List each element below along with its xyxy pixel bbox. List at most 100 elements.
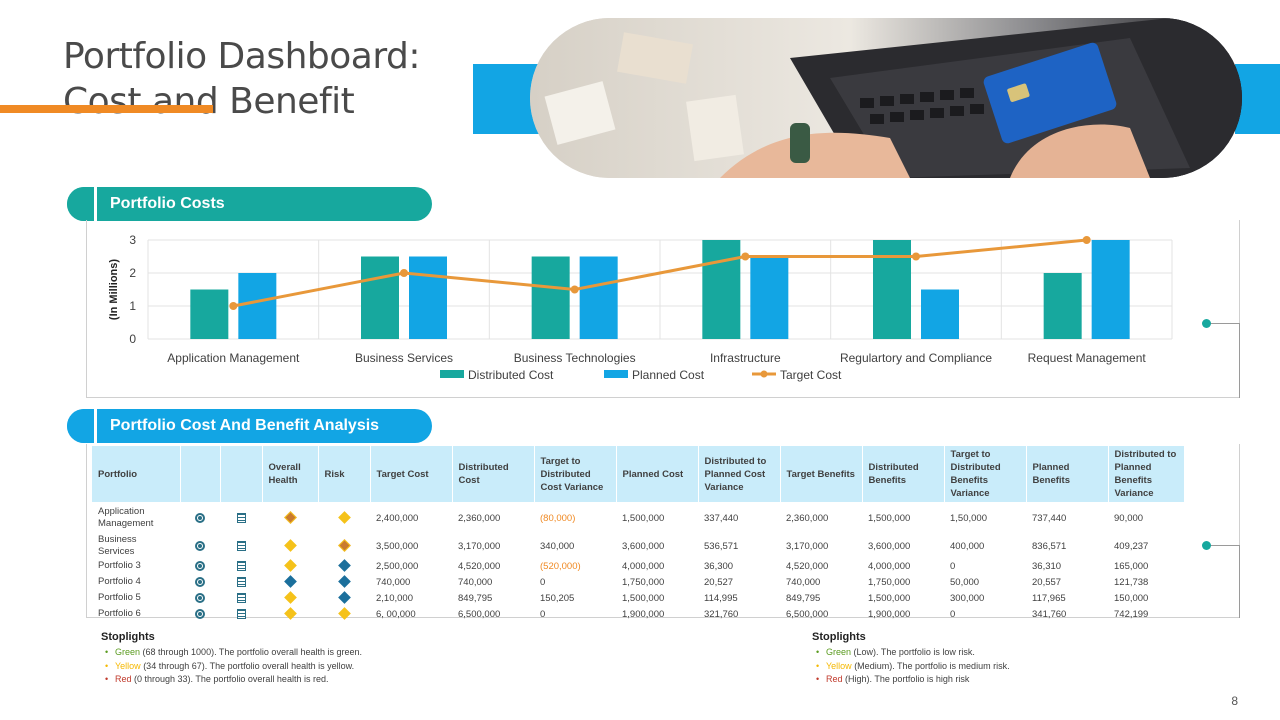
portfolio-name: Application Management (98, 506, 154, 529)
stoplight-diamond-icon (283, 559, 297, 573)
table-header-cell: Distributed to Planned Cost Variance (698, 446, 781, 502)
table-cell[interactable] (180, 558, 220, 574)
table-cell: 3,600,000 (622, 540, 665, 552)
table-cell: 1,750,000 (622, 576, 665, 588)
y-tick-label: 1 (129, 299, 136, 313)
target-icon[interactable] (195, 592, 205, 603)
stoplight-color-word: Green (115, 647, 141, 657)
table-cell: 737,440 (1032, 512, 1067, 524)
table-cell: 849,795 (786, 592, 821, 604)
table-cell: 4,520,000 (786, 560, 829, 572)
page-title: Portfolio Dashboard: Cost and Benefit (63, 34, 420, 124)
table-header-cell: Distributed to Planned Benefits Variance (1108, 446, 1185, 502)
table-cell: 6,500,000 (786, 608, 829, 620)
stoplights-health-heading: Stoplights (101, 631, 155, 643)
bar-distributed-cost (873, 240, 911, 339)
table-body: Application Management 2,400,000 2,360,000… (92, 502, 1184, 622)
table-cell: 0 (540, 576, 546, 588)
table-cell: 1,750,000 (868, 576, 911, 588)
section-portfolio-costs: Portfolio Costs (67, 187, 432, 221)
target-cost-point (400, 269, 408, 277)
hero-illustration (530, 18, 1242, 178)
stoplight-text: (Low). The portfolio is low risk. (851, 647, 975, 657)
table-row: Business Services 3,500,000 3,170,000 340,0… (92, 534, 1184, 558)
bar-planned-cost (921, 289, 959, 339)
table-cell: 849,795 (458, 592, 493, 604)
table-cell: 740,000 (376, 576, 411, 588)
document-icon[interactable] (236, 512, 246, 523)
legend-label: Planned Cost (632, 368, 705, 382)
risk-cell (318, 534, 370, 558)
document-icon[interactable] (236, 560, 246, 571)
bar-distributed-cost (1043, 273, 1082, 339)
table-cell: 1,900,000 (622, 608, 665, 620)
document-icon[interactable] (236, 576, 246, 587)
x-tick-label: Regulartory and Compliance (840, 351, 992, 365)
table-cell: 536,571 (704, 540, 739, 552)
table-cell[interactable] (220, 534, 262, 558)
y-tick-label: 0 (129, 332, 136, 346)
target-icon[interactable] (195, 560, 205, 571)
page-title-line1: Portfolio Dashboard: (63, 36, 420, 77)
table-header-cell: Risk (318, 446, 371, 502)
stoplight-diamond-icon (337, 511, 351, 525)
target-icon[interactable] (195, 540, 205, 551)
table-cell: 4,000,000 (622, 560, 665, 572)
document-icon[interactable] (236, 608, 246, 619)
legend-swatch (604, 370, 628, 378)
chart-connector-dot (1202, 319, 1211, 328)
table-cell: 36,300 (704, 560, 734, 572)
document-icon[interactable] (236, 592, 246, 603)
table-cell[interactable] (180, 502, 220, 534)
table-cell[interactable] (220, 590, 262, 606)
table-row: Portfolio 3 2,500,000 4,520,000 (520,000) 4,… (92, 558, 1184, 574)
bar-planned-cost (238, 273, 277, 339)
target-cost-point (912, 252, 920, 261)
stoplights-risk-heading: Stoplights (812, 631, 866, 643)
stoplight-diamond-icon (337, 575, 351, 589)
bar-distributed-cost (531, 256, 570, 339)
bar-planned-cost (409, 256, 447, 339)
stoplights-risk: Stoplights Green (Low). The portfolio is… (812, 631, 1010, 687)
target-icon[interactable] (195, 608, 205, 619)
stoplight-diamond-icon (337, 607, 351, 621)
table-cell[interactable] (220, 558, 262, 574)
table-cell: 165,000 (1114, 560, 1149, 572)
target-icon[interactable] (195, 512, 205, 523)
target-icon[interactable] (195, 576, 205, 587)
table-frame (86, 444, 1240, 618)
table-cell[interactable] (220, 606, 262, 622)
stoplight-risk-green: Green (Low). The portfolio is low risk. (816, 646, 1010, 660)
section-nub (67, 187, 97, 221)
portfolio-costs-chart: 0 1 2 3 (In Millions) Application Management B… (108, 233, 1173, 382)
table-cell[interactable] (220, 574, 262, 590)
table-header-cell: Planned Benefits (1026, 446, 1109, 502)
table-header-cell: Planned Cost (616, 446, 699, 502)
risk-cell (318, 606, 370, 622)
risk-cell (318, 558, 370, 574)
document-icon[interactable] (236, 540, 246, 551)
table-cell: 1,500,000 (868, 512, 911, 524)
portfolio-name: Portfolio 4 (98, 576, 141, 587)
table-cell[interactable] (180, 534, 220, 558)
table-cell[interactable] (180, 606, 220, 622)
table-cell: 90,000 (1114, 512, 1144, 524)
x-tick-label: Infrastructure (710, 351, 781, 365)
table-cell[interactable] (220, 502, 262, 534)
y-tick-label: 2 (129, 266, 136, 280)
overall-health-cell (262, 502, 318, 534)
table-header-cell (180, 446, 221, 502)
target-cost-point (1082, 236, 1091, 244)
table-cell: 1,900,000 (868, 608, 911, 620)
table-cell[interactable] (180, 574, 220, 590)
table-cell: 1,500,000 (622, 592, 665, 604)
table-cell[interactable] (180, 590, 220, 606)
risk-cell (318, 590, 370, 606)
bar-distributed-cost (361, 256, 399, 339)
table-cell: 2,10,000 (376, 592, 413, 604)
x-tick-label: Business Technologies (514, 351, 636, 365)
chart-frame (86, 220, 1240, 398)
table-cell: 117,965 (1032, 592, 1066, 604)
title-accent-bar (0, 105, 213, 113)
table-cell: 6,500,000 (458, 608, 501, 620)
